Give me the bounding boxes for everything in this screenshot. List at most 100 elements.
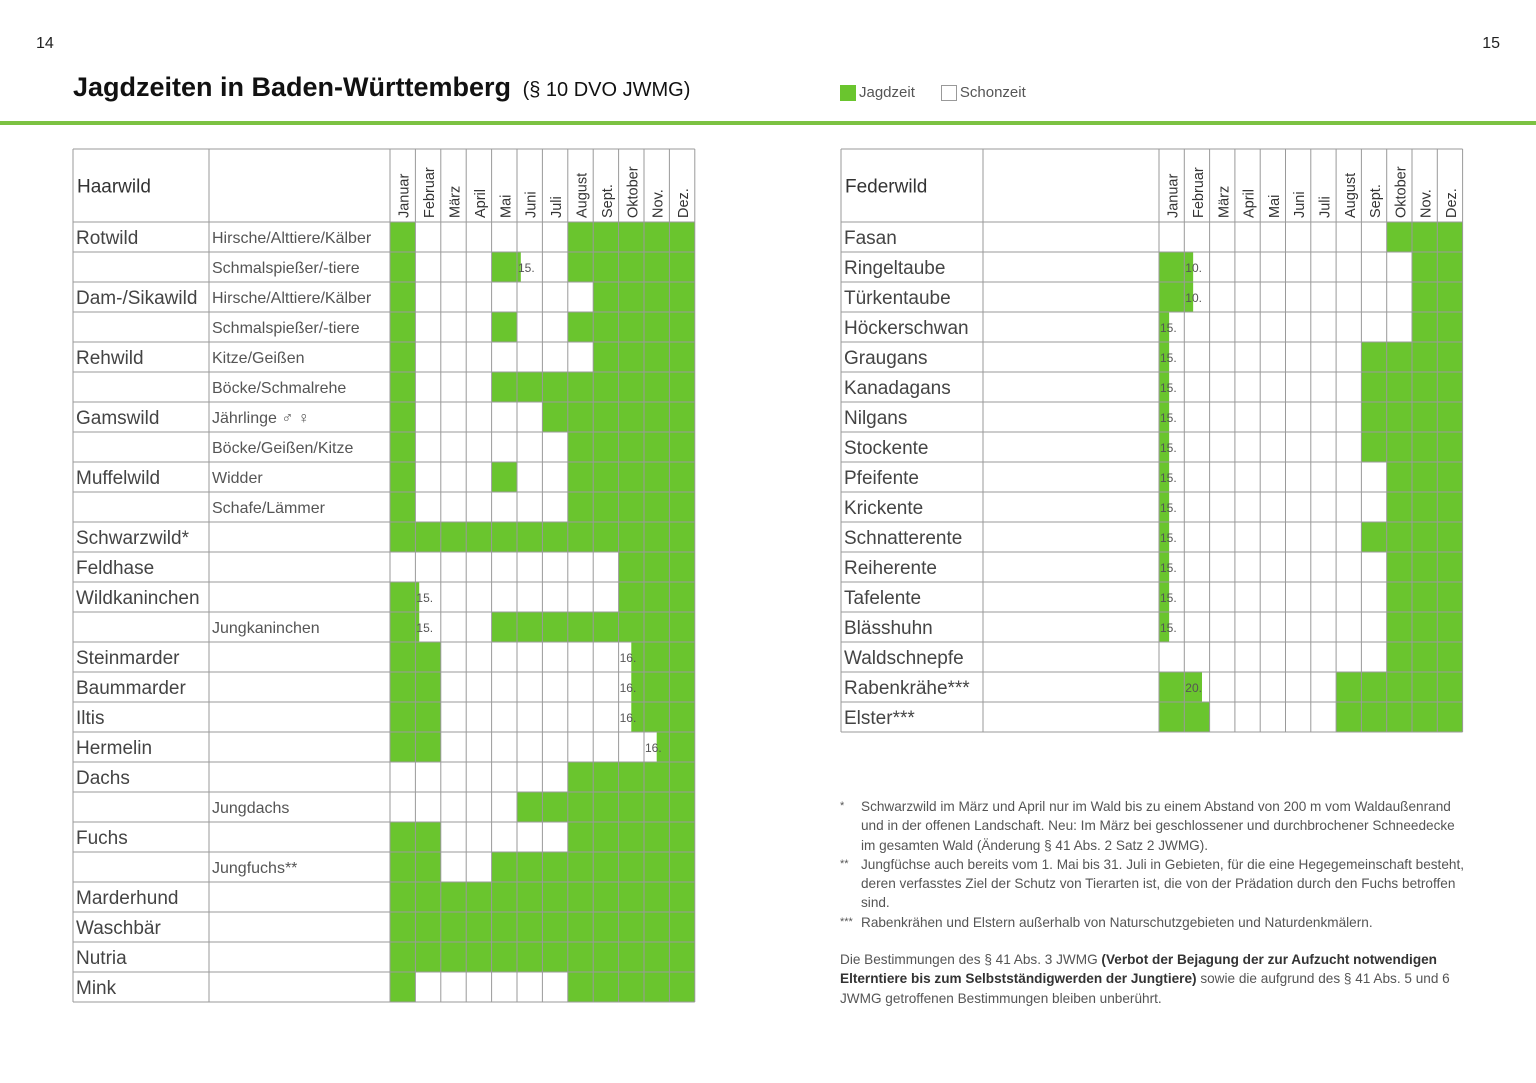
season-bar [1386, 462, 1463, 492]
month-label: Sept. [600, 184, 616, 218]
season-bar [1386, 492, 1463, 522]
date-mark: 15. [518, 261, 535, 275]
legend: Jagdzeit Schonzeit [840, 84, 1052, 101]
footnotes: * Schwarzwild im März und April nur im Wa… [840, 797, 1470, 1008]
season-bar [567, 432, 695, 462]
month-label: Januar [397, 173, 413, 218]
species-label: Pfeifente [844, 468, 919, 489]
month-label: Juni [524, 191, 540, 218]
species-label: Mink [76, 978, 117, 999]
season-bar [1336, 702, 1463, 732]
season-bar [390, 492, 416, 522]
subgroup-label: Jungdachs [212, 800, 289, 817]
season-bar [390, 222, 416, 252]
season-bar [1159, 402, 1170, 432]
season-bar [567, 252, 695, 282]
season-bar [631, 702, 695, 732]
species-label: Waldschnepfe [844, 648, 964, 669]
footnote-text: Rabenkrähen und Elstern außerhalb von Na… [861, 914, 1373, 930]
season-bar [1159, 252, 1194, 282]
subgroup-label: Kitze/Geißen [212, 350, 304, 367]
footnote: * Schwarzwild im März und April nur im Wa… [840, 797, 1470, 855]
footnote: *** Rabenkrähen und Elstern außerhalb von… [840, 913, 1470, 932]
season-bar [390, 342, 416, 372]
subgroup-label: Böcke/Schmalrehe [212, 380, 346, 397]
season-bar [491, 312, 517, 342]
season-bar [1336, 672, 1463, 702]
species-label: Fuchs [76, 828, 128, 849]
month-label: April [1242, 189, 1258, 218]
season-bar [567, 762, 695, 792]
species-label: Muffelwild [76, 468, 160, 489]
species-label: Hermelin [76, 738, 152, 759]
season-bar [1386, 642, 1463, 672]
season-bar [1159, 522, 1170, 552]
species-label: Krickente [844, 498, 923, 519]
season-bar [390, 972, 416, 1002]
subgroup-label: Schmalspießer/-tiere [212, 260, 360, 277]
subgroup-label: Hirsche/Alttiere/Kälber [212, 230, 372, 247]
header-rule [0, 121, 1536, 125]
season-bar [567, 312, 695, 342]
species-label: Nilgans [844, 408, 907, 429]
season-bar [631, 642, 695, 672]
season-bar [618, 552, 695, 582]
footnote-mark: *** [840, 915, 853, 928]
note-post: sowie die aufgrund des § 41 Abs. 5 und 6… [840, 971, 1450, 1006]
season-bar [390, 372, 416, 402]
month-label: Juli [549, 196, 565, 218]
subgroup-label: Böcke/Geißen/Kitze [212, 440, 354, 457]
legend-item-schonzeit: Schonzeit [940, 84, 1026, 101]
month-label: Sept. [1368, 184, 1384, 218]
species-label: Tafelente [844, 588, 921, 609]
title-main: Jagdzeiten in Baden-Württemberg [73, 72, 512, 102]
legend-item-jagdzeit: Jagdzeit [840, 84, 915, 101]
month-label: Januar [1166, 173, 1182, 218]
date-mark: 15. [1160, 441, 1177, 455]
date-mark: 16. [620, 711, 637, 725]
species-label: Gamswild [76, 408, 159, 429]
date-mark: 20. [1185, 681, 1202, 695]
species-label: Baummarder [76, 678, 186, 699]
month-label: Mai [498, 195, 514, 218]
federwild-table: Federwild Januar Februar März April Mai Juni Ju… [840, 148, 1464, 733]
table-header-label: Haarwild [77, 177, 151, 198]
season-bar [491, 462, 517, 492]
month-label: März [448, 186, 464, 218]
subgroup-label: Hirsche/Alttiere/Kälber [212, 290, 372, 307]
species-label: Ringeltaube [844, 258, 945, 279]
species-label: Waschbär [76, 918, 161, 939]
season-bar [567, 972, 695, 1002]
month-label: Mai [1267, 195, 1283, 218]
regulation-note: Die Bestimmungen des § 41 Abs. 3 JWMG (V… [840, 950, 1470, 1008]
page-title: Jagdzeiten in Baden-Württemberg (§ 10 DV… [73, 72, 690, 103]
date-mark: 15. [1160, 501, 1177, 515]
species-label: Blässhuhn [844, 618, 933, 639]
date-mark: 15. [1160, 321, 1177, 335]
species-label: Wildkaninchen [76, 588, 200, 609]
date-mark: 15. [1160, 561, 1177, 575]
species-label: Türkentaube [844, 288, 951, 309]
footnote-text: Jungfüchse auch bereits vom 1. Mai bis 3… [861, 856, 1465, 911]
month-label: Oktober [1393, 166, 1409, 218]
note-pre: Die Bestimmungen des § 41 Abs. 3 JWMG [840, 952, 1102, 968]
legend-label-schonzeit: Schonzeit [959, 84, 1026, 101]
legend-swatch-white [940, 84, 957, 101]
season-bar [1159, 342, 1170, 372]
season-bar [1159, 612, 1170, 642]
page-number-right: 15 [1482, 35, 1500, 52]
subgroup-label: Jährlinge ♂ ♀ [212, 410, 310, 427]
date-mark: 10. [1185, 261, 1202, 275]
season-bar [1159, 462, 1170, 492]
legend-swatch-green [840, 84, 856, 101]
season-bar [631, 672, 695, 702]
season-bar [390, 432, 416, 462]
species-label: Rabenkrähe*** [844, 678, 970, 699]
species-label: Steinmarder [76, 648, 180, 669]
month-label: Nov. [1419, 189, 1435, 218]
species-label: Schnatterente [844, 528, 962, 549]
month-label: Oktober [625, 166, 641, 218]
season-bar [390, 402, 416, 432]
date-mark: 15. [416, 621, 433, 635]
